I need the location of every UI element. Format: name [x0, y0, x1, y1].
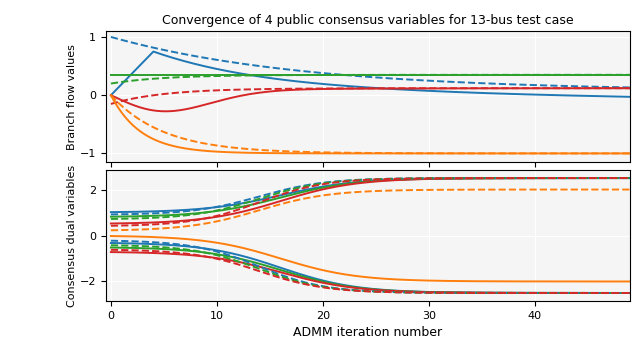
Y-axis label: Branch flow values: Branch flow values — [67, 44, 77, 149]
Title: Convergence of 4 public consensus variables for 13-bus test case: Convergence of 4 public consensus variab… — [162, 14, 574, 27]
X-axis label: ADMM iteration number: ADMM iteration number — [293, 326, 443, 339]
Y-axis label: Consensus dual variables: Consensus dual variables — [67, 164, 77, 307]
